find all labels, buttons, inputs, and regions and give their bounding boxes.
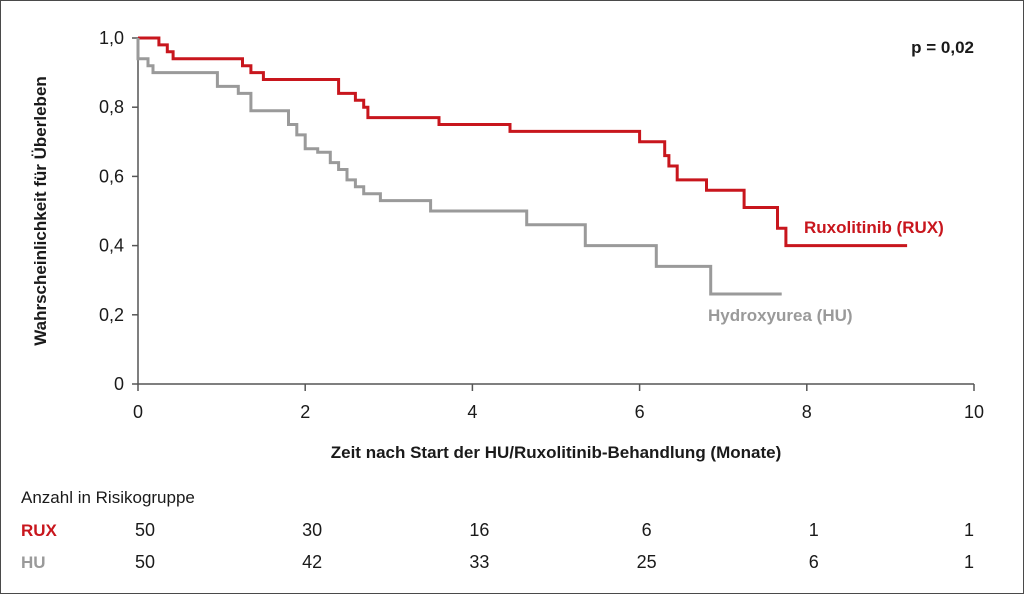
risk-value: 6	[642, 520, 652, 540]
risk-table: Anzahl in Risikogruppe RUX 50 30 16 6 1 1HU 50 4…	[21, 488, 974, 572]
risk-value: 1	[809, 520, 819, 540]
y-tick-label: 0,2	[99, 305, 124, 325]
risk-value: 1	[964, 552, 974, 572]
series-line-rux	[138, 36, 908, 248]
y-tick-label: 0	[114, 374, 124, 394]
x-tick-label: 6	[635, 402, 645, 422]
x-tick-label: 10	[964, 402, 984, 422]
risk-value: 50	[135, 552, 155, 572]
risk-value: 30	[302, 520, 322, 540]
survival-curves	[136, 36, 908, 296]
y-tick-label: 0,6	[99, 166, 124, 186]
series-line-hu	[136, 38, 782, 296]
series-label-hu: Hydroxyurea (HU)	[708, 306, 853, 325]
risk-table-title: Anzahl in Risikogruppe	[21, 488, 195, 507]
risk-value: 16	[469, 520, 489, 540]
y-axis-title: Wahrscheinlichkeit für Überleben	[31, 76, 50, 346]
x-axis-title: Zeit nach Start der HU/Ruxolitinib-Behan…	[331, 443, 782, 462]
risk-value: 50	[135, 520, 155, 540]
y-tick-label: 0,4	[99, 236, 124, 256]
p-value-annotation: p = 0,02	[911, 38, 974, 57]
risk-row-label-rux: RUX	[21, 521, 58, 540]
y-tick-label: 0,8	[99, 97, 124, 117]
x-tick-label: 0	[133, 402, 143, 422]
x-tick-label: 4	[467, 402, 477, 422]
series-label-rux: Ruxolitinib (RUX)	[804, 218, 944, 237]
chart-labels: p = 0,02 Zeit nach Start der HU/Ruxoliti…	[31, 38, 974, 462]
risk-value: 33	[469, 552, 489, 572]
risk-value: 42	[302, 552, 322, 572]
y-tick-label: 1,0	[99, 28, 124, 48]
risk-value: 25	[637, 552, 657, 572]
risk-row-label-hu: HU	[21, 553, 46, 572]
risk-value: 1	[964, 520, 974, 540]
x-tick-label: 2	[300, 402, 310, 422]
x-tick-label: 8	[802, 402, 812, 422]
axes: 0 0,2 0,4 0,6 0,8 1,0 0 2 4 6 8 10	[99, 28, 984, 422]
risk-value: 6	[809, 552, 819, 572]
